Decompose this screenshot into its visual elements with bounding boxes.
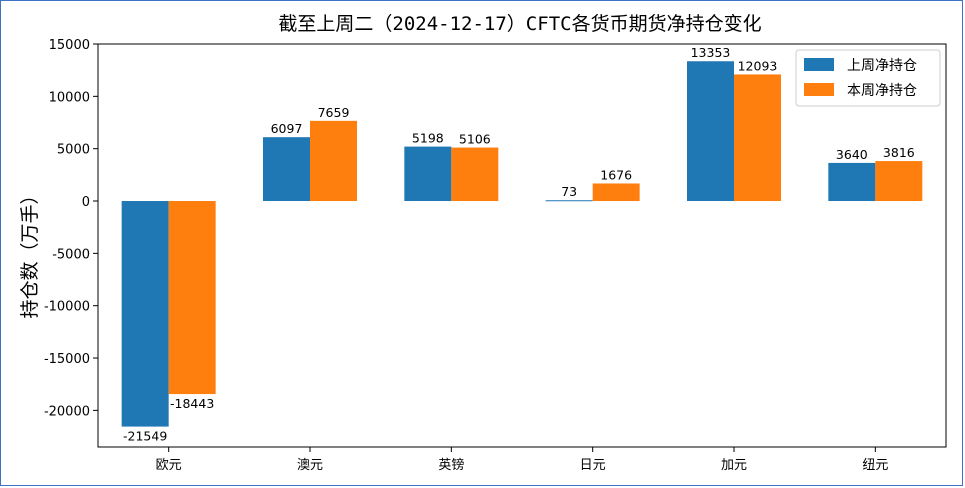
y-axis-label: 持仓数（万手） <box>19 185 41 318</box>
data-label: -21549 <box>123 429 167 444</box>
legend-label-last-week: 上周净持仓 <box>847 58 917 74</box>
data-label: -18443 <box>170 396 214 411</box>
bars <box>121 61 923 427</box>
legend: 上周净持仓 本周净持仓 <box>795 49 941 107</box>
x-tick-label: 英镑 <box>438 457 464 473</box>
data-label: 5106 <box>459 132 491 147</box>
y-tick-label: -10000 <box>44 300 90 315</box>
x-tick-label: 日元 <box>580 458 606 473</box>
legend-swatch-last-week <box>804 58 834 71</box>
bar-0-3 <box>545 200 593 202</box>
x-tick-label: 纽元 <box>862 458 888 473</box>
bar-0-5 <box>828 162 876 202</box>
legend-label-this-week: 本周净持仓 <box>847 83 917 99</box>
bar-0-2 <box>404 146 452 202</box>
bar-labels: -21549 -18443 6097 7659 5198 5106 73 1676 13353 1… <box>123 45 915 443</box>
bar-0-4 <box>687 61 734 202</box>
x-tick-label: 欧元 <box>156 458 182 473</box>
data-label: 13353 <box>691 45 731 60</box>
y-tick-label: 15000 <box>49 38 90 53</box>
y-tick-label: 10000 <box>49 90 90 105</box>
data-label: 5198 <box>412 131 444 146</box>
bar-1-4 <box>734 74 781 202</box>
bar-1-0 <box>168 201 216 395</box>
y-axis: 15000 10000 5000 0 -5000 -10000 -15000 -20000 <box>44 38 98 419</box>
y-tick-label: 0 <box>82 195 90 210</box>
y-tick-label: -20000 <box>44 404 90 419</box>
bar-1-3 <box>592 183 640 202</box>
data-label: 3640 <box>836 147 868 162</box>
plot-area <box>97 43 947 448</box>
bar-1-5 <box>875 161 923 202</box>
legend-swatch-this-week <box>804 83 834 96</box>
x-tick-label: 澳元 <box>297 457 323 473</box>
bar-1-1 <box>310 120 357 202</box>
bar-0-1 <box>263 137 310 202</box>
bar-1-2 <box>451 147 499 202</box>
y-tick-label: -15000 <box>44 352 90 367</box>
data-label: 12093 <box>738 58 778 73</box>
data-label: 73 <box>561 184 577 199</box>
data-label: 6097 <box>271 121 303 136</box>
y-tick-label: -5000 <box>52 247 90 262</box>
chart-title: 截至上周二（2024-12-17）CFTC各货币期货净持仓变化 <box>278 13 761 35</box>
data-label: 1676 <box>600 167 632 182</box>
bar-0-0 <box>121 201 169 427</box>
data-label: 3816 <box>883 145 915 160</box>
data-label: 7659 <box>318 105 350 120</box>
y-tick-label: 5000 <box>57 143 90 158</box>
x-axis: 欧元 澳元 英镑 日元 加元 纽元 <box>156 447 888 473</box>
x-tick-label: 加元 <box>721 458 747 473</box>
